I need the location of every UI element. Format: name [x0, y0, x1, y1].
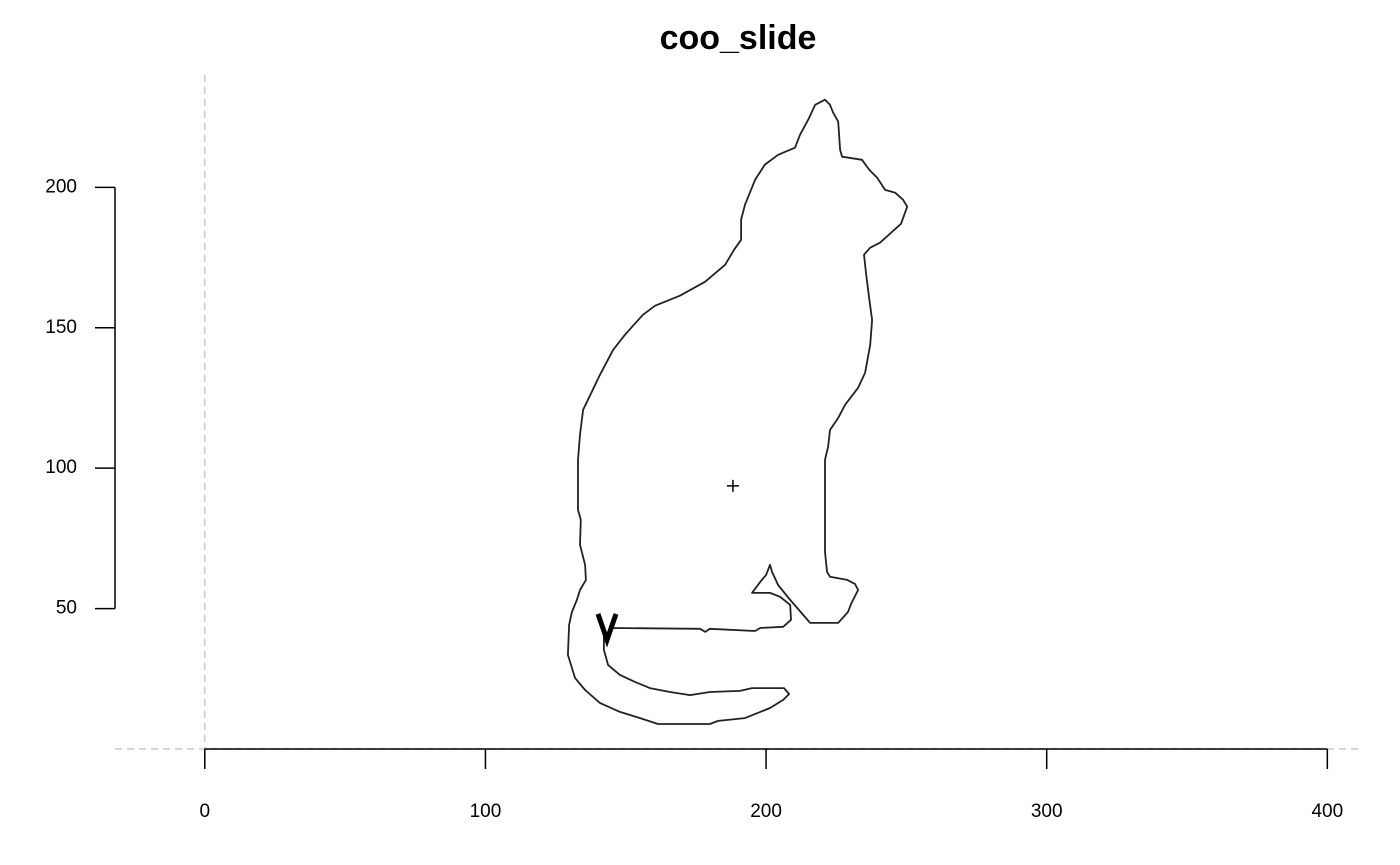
outline — [567, 98, 909, 725]
x-tick-label: 200 — [750, 801, 782, 822]
y-tick-label: 200 — [45, 176, 77, 197]
y-tick-label: 50 — [56, 598, 77, 619]
y-tick-label: 150 — [45, 317, 77, 338]
first-point-marker — [595, 613, 619, 648]
x-tick-label: 400 — [1311, 801, 1343, 822]
x-tick-label: 300 — [1031, 801, 1063, 822]
chart-title: coo_slide — [660, 19, 817, 57]
x-tick-label: 0 — [200, 801, 211, 822]
y-tick-label: 100 — [45, 457, 77, 478]
centroid — [726, 479, 739, 492]
x-tick-label: 100 — [470, 801, 502, 822]
